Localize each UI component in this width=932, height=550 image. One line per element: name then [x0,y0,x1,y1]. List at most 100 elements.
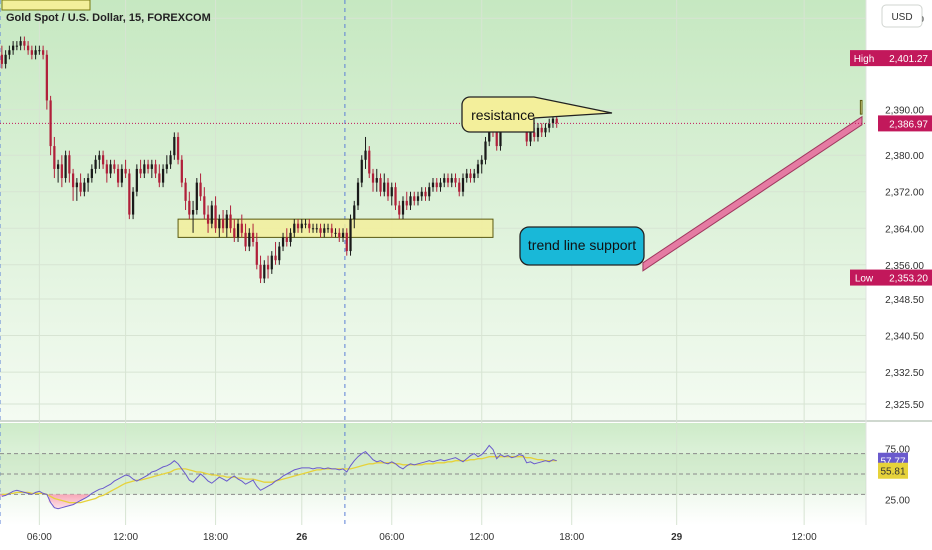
candle-body [371,173,375,183]
candle-body [386,182,390,197]
candle-body [356,182,360,206]
candle [180,155,183,188]
trend-channel [642,115,863,272]
candle [229,205,232,233]
candle [11,41,15,55]
candle-body [416,196,420,201]
candle-body [484,141,487,160]
candle [79,173,82,197]
candle-body [68,155,71,174]
candle [154,159,157,179]
candle [473,168,476,183]
candle-body [161,168,165,183]
candle [173,132,176,160]
candle-body [251,232,255,242]
candle-body [60,164,63,179]
candle-body [19,41,22,46]
price-tick-label: 2,340.50 [885,332,924,343]
candle-body [184,182,187,201]
callouts: resistance trend line support [461,96,645,266]
candle [334,228,337,238]
time-tick-label: 12:00 [113,532,138,543]
candle [428,182,431,201]
candle [158,164,161,188]
candle-body [278,246,281,261]
resistance-bubble [461,96,613,133]
candle [169,150,172,169]
candle-body [139,168,142,174]
high-tag-label-box [850,50,878,67]
candle [94,155,97,174]
candle [199,173,202,201]
high-tag: High 2,401.27 [850,50,932,67]
candle [338,228,341,242]
candle [341,228,345,242]
candle-body [23,41,26,46]
chart-title: Gold Spot / U.S. Dollar, 15, FOREXCOM [6,12,211,24]
candle-body [540,127,543,133]
candle-body [551,118,555,124]
candle [206,205,210,233]
candle [270,251,273,274]
candle [184,178,187,210]
candle-body [461,178,465,192]
candle [191,200,195,233]
candle [446,173,450,188]
support-text: trend line support [528,237,636,253]
candle-body [173,136,176,156]
price-tick-label: 2,364.00 [885,224,924,235]
candle-body [98,155,101,160]
time-tick-label: 06:00 [27,532,52,543]
candle-body [536,127,540,137]
candle [424,187,427,201]
candle [109,159,112,179]
candle-body [105,164,108,174]
candle-body [435,182,438,188]
candle [139,159,142,179]
time-tick-label: 06:00 [379,532,404,543]
candle-body [236,223,240,238]
candle-body [319,228,322,233]
candle-body [338,232,341,238]
candle-body [229,214,232,229]
candle [135,164,138,197]
low-tag-value: 2,353.20 [889,274,928,285]
candle [26,41,30,55]
candle-body [199,182,202,197]
currency-button[interactable]: USD [881,4,923,28]
candle-body [443,178,446,183]
candle [0,45,3,69]
candle-body [131,191,135,215]
candle [394,182,397,210]
price-tick-label: 2,390.00 [885,106,924,117]
candle-body [349,219,352,252]
rsi-ma-box [878,462,908,479]
candle [319,223,322,238]
candle-body [135,168,138,192]
candle-body [289,232,292,242]
candle-body [409,196,412,206]
candle-body [188,200,191,215]
candle-body [465,173,468,179]
candle-body [0,54,3,64]
candle [75,178,78,201]
time-axis: 06:00 12:00 18:00 26 06:00 12:00 18:00 29 12:00 [27,532,817,543]
candle-body [41,50,45,55]
candle-body [165,164,168,169]
candle [330,223,333,238]
price-scale-background [866,0,932,525]
currency-label: USD [891,12,912,23]
price-zone [859,99,863,115]
candle [371,168,375,192]
candle [409,191,412,210]
candle [353,200,356,229]
candle [38,45,41,55]
rsi-tick-label: 75.00 [885,445,910,456]
candle [420,187,423,201]
candle-body [176,136,180,160]
candle-body [270,255,273,270]
price-tick-label: 2,332.50 [885,368,924,379]
candle-body [326,228,330,230]
